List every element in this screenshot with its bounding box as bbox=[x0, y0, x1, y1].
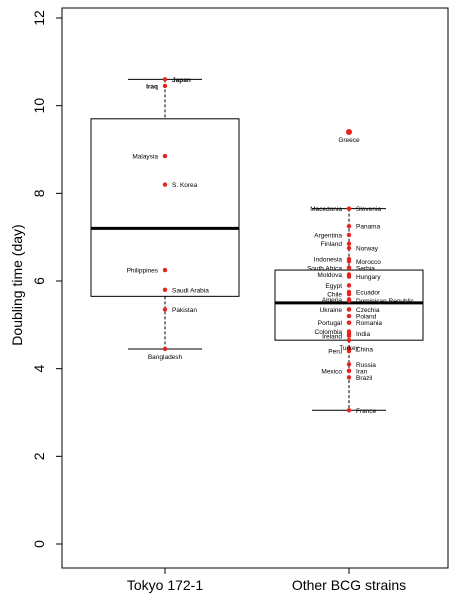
y-tick-label: 2 bbox=[31, 452, 47, 460]
y-tick-label: 10 bbox=[31, 98, 47, 114]
point-label: Bangladesh bbox=[148, 354, 183, 361]
data-point bbox=[162, 287, 168, 292]
data-point bbox=[346, 232, 352, 238]
y-tick-label: 8 bbox=[31, 189, 47, 197]
point-label: Ecuador bbox=[356, 289, 381, 296]
point-label: Mexico bbox=[321, 368, 342, 375]
y-tick-label: 4 bbox=[31, 365, 47, 373]
point-label: Greece bbox=[338, 137, 360, 144]
data-point bbox=[346, 259, 352, 264]
point-label: S. Korea bbox=[172, 182, 198, 189]
data-point bbox=[346, 289, 352, 295]
point-label: Iran bbox=[356, 368, 368, 375]
data-point bbox=[346, 337, 352, 343]
data-point bbox=[162, 267, 168, 273]
data-point bbox=[346, 368, 352, 374]
point-label: Colombia bbox=[315, 329, 343, 336]
data-point bbox=[346, 320, 352, 325]
point-label: India bbox=[356, 331, 370, 338]
point-label: Slovenia bbox=[356, 206, 381, 213]
data-point bbox=[162, 307, 168, 312]
data-point bbox=[346, 408, 352, 413]
data-point bbox=[346, 298, 352, 303]
data-point bbox=[346, 128, 352, 135]
point-label: Saudi Arabia bbox=[172, 287, 209, 294]
x-tick-label: Other BCG strains bbox=[292, 577, 406, 593]
point-label: Moldova bbox=[317, 272, 342, 279]
data-point bbox=[346, 313, 352, 319]
point-label: Brazil bbox=[356, 375, 373, 382]
point-label: Indonesia bbox=[314, 257, 343, 264]
y-tick-label: 12 bbox=[31, 10, 47, 26]
point-label: Russia bbox=[356, 362, 376, 369]
data-point bbox=[346, 265, 352, 271]
data-point bbox=[346, 331, 352, 336]
data-point bbox=[346, 375, 352, 380]
point-label: Japan bbox=[172, 77, 191, 84]
data-point bbox=[162, 153, 168, 159]
point-label: France bbox=[356, 408, 377, 415]
point-label: Ukraine bbox=[320, 307, 343, 314]
data-point bbox=[346, 346, 352, 352]
data-point bbox=[346, 245, 352, 251]
point-label: South Africa bbox=[307, 265, 342, 272]
point-label: Turkey bbox=[339, 345, 359, 352]
data-point bbox=[162, 83, 168, 89]
point-label: Ireland bbox=[322, 333, 342, 340]
data-point bbox=[346, 283, 352, 288]
point-label: China bbox=[356, 346, 373, 353]
point-label: Algeria bbox=[322, 297, 343, 304]
point-label: Serbia bbox=[356, 265, 375, 272]
point-label: Egypt bbox=[325, 283, 342, 290]
box-iqr bbox=[90, 118, 240, 297]
point-label: Panama bbox=[356, 224, 381, 231]
point-label: Hungary bbox=[356, 274, 381, 281]
data-point bbox=[346, 206, 352, 211]
data-point bbox=[162, 182, 168, 187]
point-label: Philippines bbox=[127, 268, 159, 275]
data-point bbox=[346, 274, 352, 279]
data-point bbox=[162, 346, 168, 352]
point-label: Portugal bbox=[318, 320, 343, 327]
y-tick-label: 6 bbox=[31, 277, 47, 285]
point-label: Macedonia bbox=[310, 206, 342, 213]
point-label: Pakistan bbox=[172, 307, 197, 314]
data-point bbox=[162, 77, 168, 82]
point-label: Romania bbox=[356, 320, 382, 327]
data-point bbox=[346, 307, 352, 312]
x-tick-label: Tokyo 172-1 bbox=[127, 577, 203, 593]
data-point bbox=[346, 241, 352, 246]
data-point bbox=[346, 224, 352, 229]
point-label: Chile bbox=[327, 292, 342, 299]
y-tick-label: 0 bbox=[31, 540, 47, 548]
point-label: Iraq bbox=[146, 83, 158, 90]
point-label: Malaysia bbox=[132, 154, 158, 161]
point-label: Argentina bbox=[314, 232, 342, 239]
point-label: Peru bbox=[328, 349, 342, 356]
plot-frame bbox=[61, 7, 449, 569]
point-label: Czechia bbox=[356, 307, 380, 314]
y-axis-title: Doubling time (day) bbox=[9, 224, 25, 345]
point-label: Finland bbox=[321, 241, 343, 248]
point-label: Norway bbox=[356, 246, 379, 253]
point-label: Morocco bbox=[356, 259, 381, 266]
point-label: Poland bbox=[356, 314, 377, 321]
point-label: Dominican Republic bbox=[356, 298, 415, 305]
data-point bbox=[346, 362, 352, 367]
